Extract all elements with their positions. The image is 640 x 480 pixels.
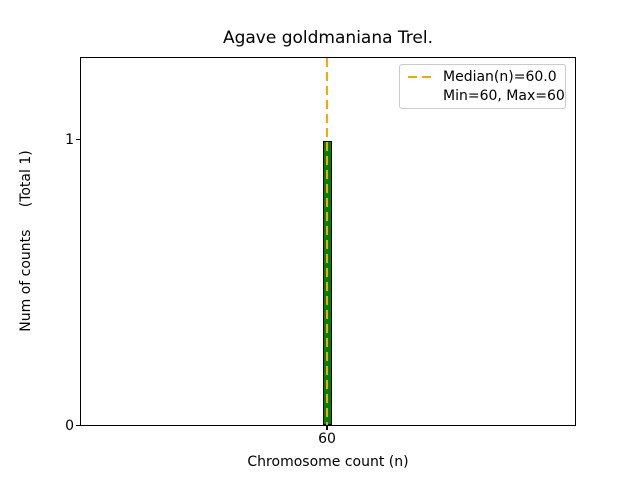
y-tick-label-0: 0	[65, 418, 74, 434]
y-axis-label: Num of counts (Total 1)	[18, 150, 34, 332]
x-tick-label-60: 60	[318, 431, 336, 447]
y-tick-mark-0	[76, 425, 80, 427]
y-tick-mark-1	[76, 139, 80, 141]
chart-title: Agave goldmaniana Trel.	[222, 28, 434, 48]
legend-handle-spacer	[408, 95, 431, 98]
legend-label-median: Median(n)=60.0	[443, 68, 557, 85]
legend-row-min-max: Min=60, Max=60	[400, 87, 565, 106]
y-tick-label-1: 1	[65, 132, 74, 148]
median-dashed-line	[325, 58, 329, 425]
legend: Median(n)=60.0 Min=60, Max=60	[399, 64, 566, 109]
median-dashed-line-legend-handle	[408, 75, 431, 79]
legend-label-min-max: Min=60, Max=60	[443, 87, 565, 104]
legend-row-median: Median(n)=60.0	[400, 68, 565, 87]
plot-area	[80, 57, 576, 426]
x-axis-label: Chromosome count (n)	[247, 454, 409, 470]
x-tick-mark-60	[326, 426, 328, 430]
